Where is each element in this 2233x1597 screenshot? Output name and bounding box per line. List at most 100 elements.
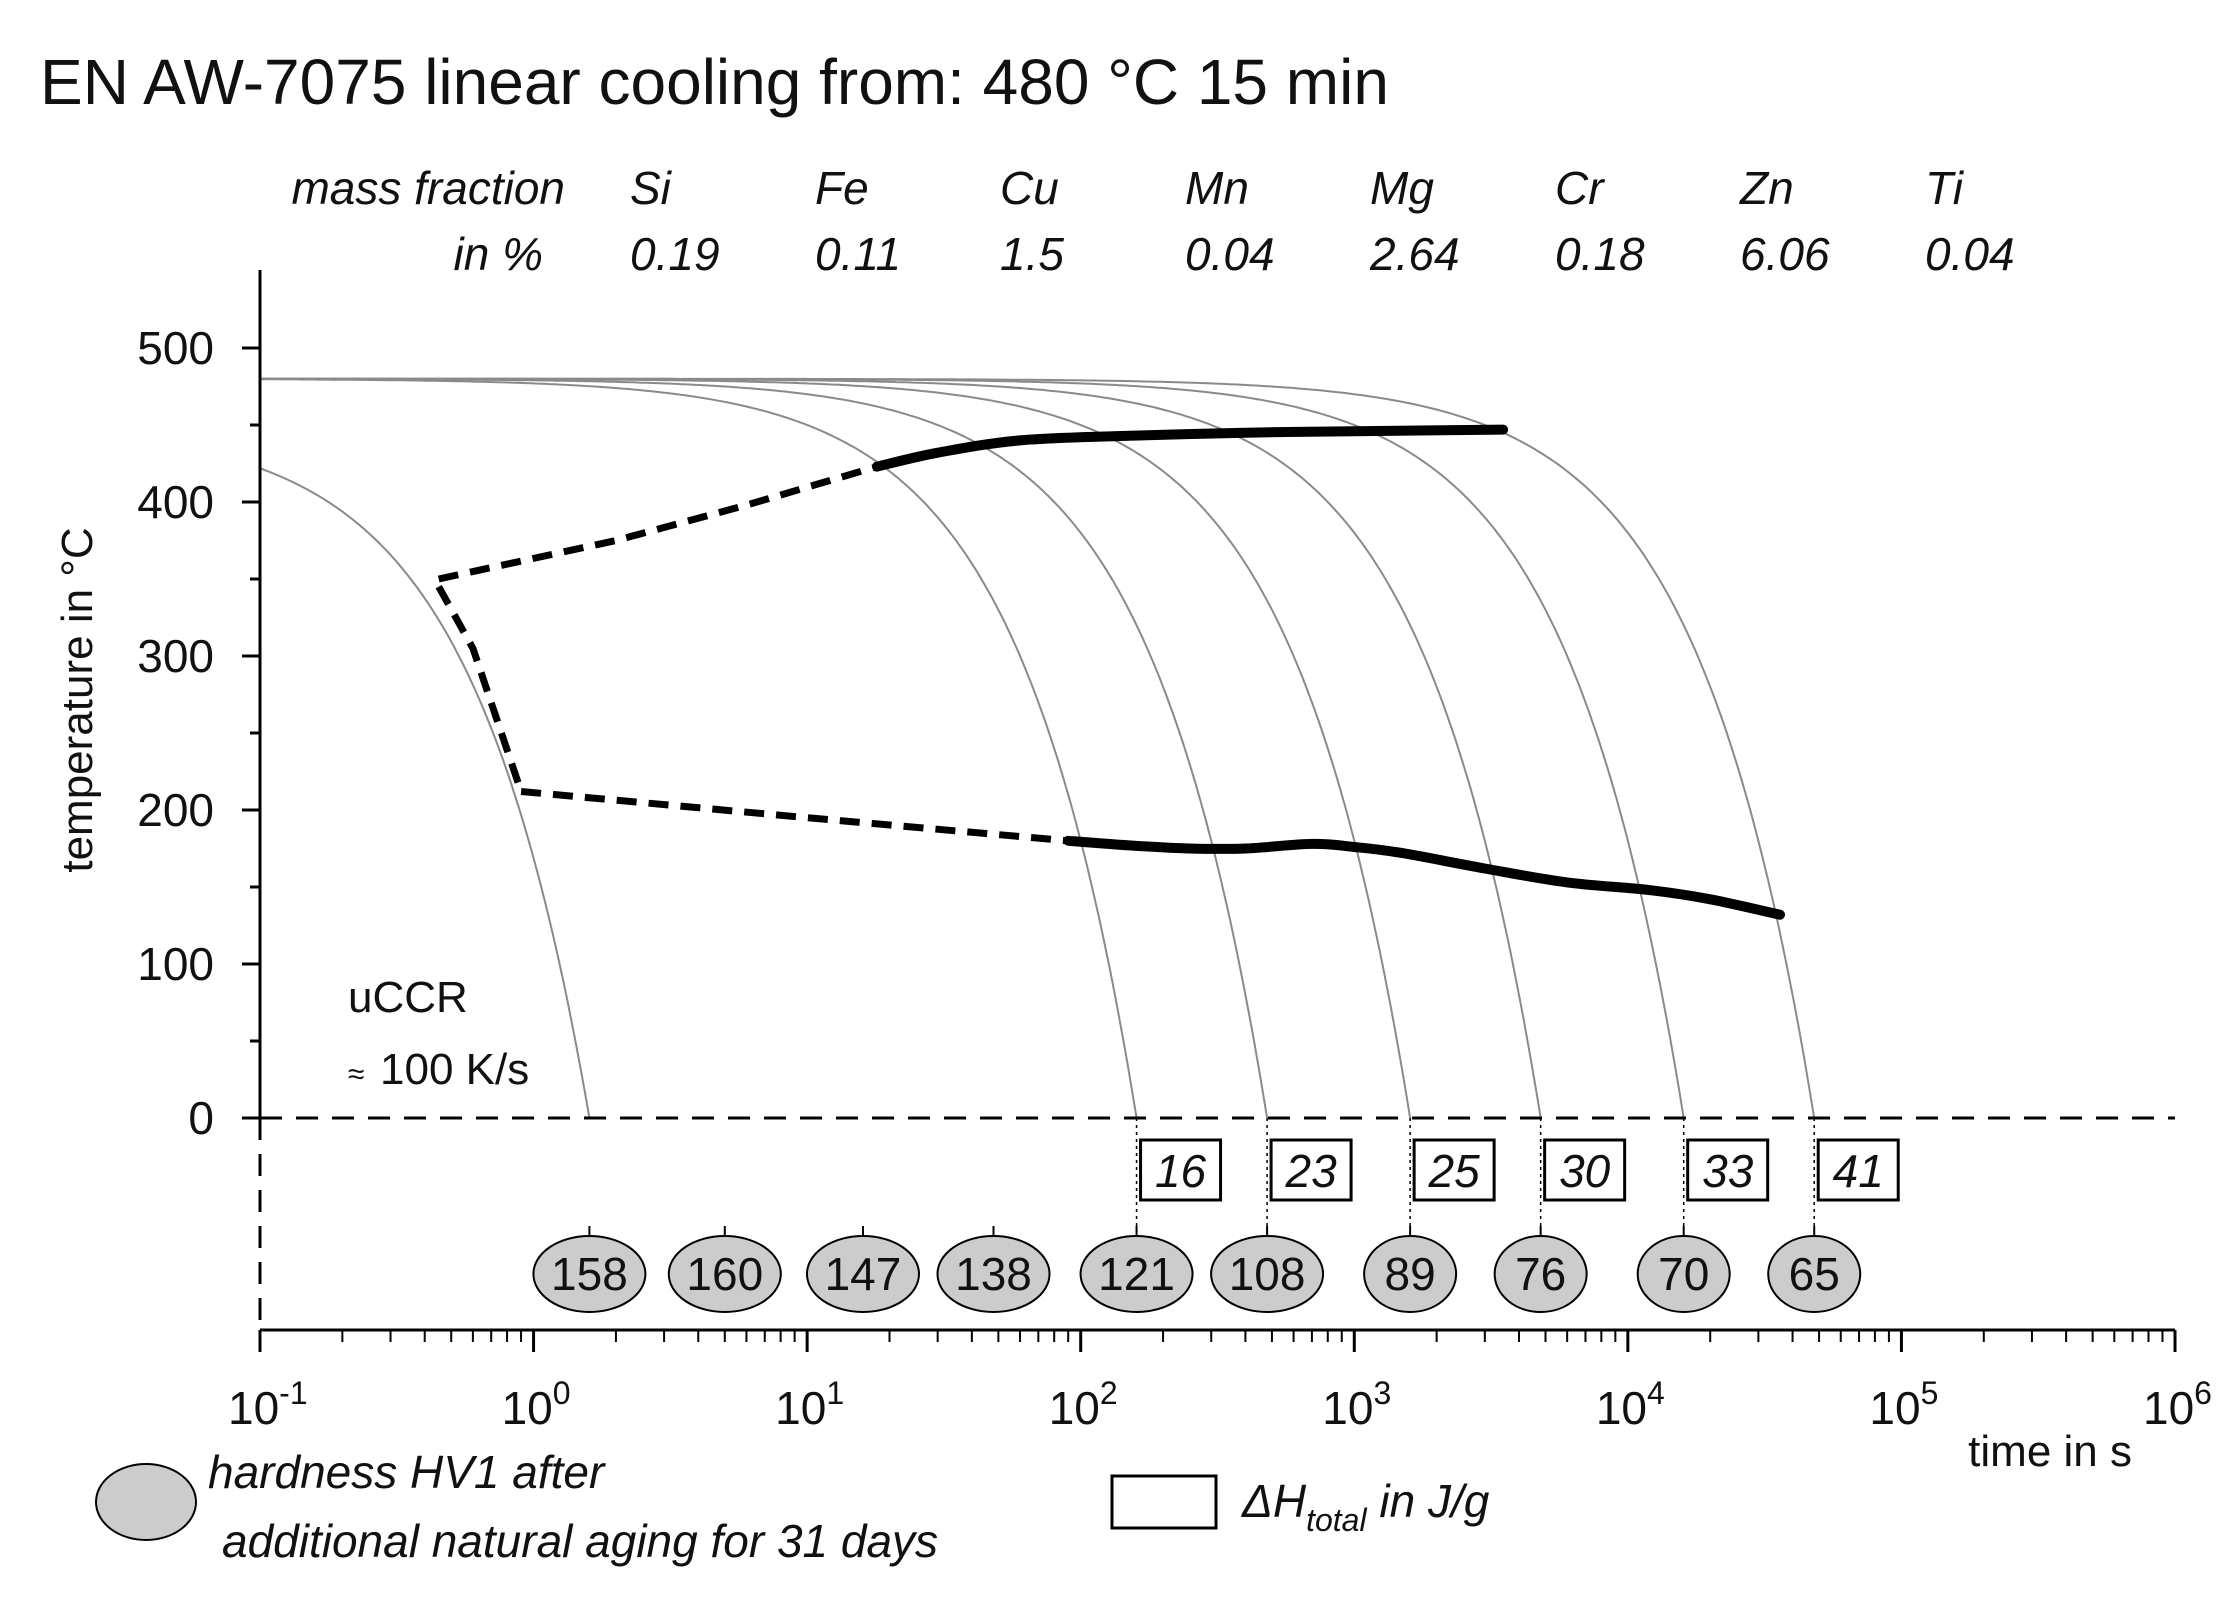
composition-element-Cr: Cr xyxy=(1555,162,1605,214)
hardness-ellipse-76 xyxy=(1493,1235,1588,1313)
composition-value-Mg: 2.64 xyxy=(1369,228,1460,280)
hardness-label-65: 65 xyxy=(1789,1248,1840,1300)
uccr-approx-symbol: ≈ xyxy=(348,1058,364,1091)
hardness-ellipse-65 xyxy=(1767,1235,1862,1313)
hardness-label-138: 138 xyxy=(955,1248,1032,1300)
x-tick-label--1: 10-1 xyxy=(228,1375,308,1434)
y-tick-label-500: 500 xyxy=(137,322,214,374)
delta-h-box-23 xyxy=(1269,1138,1353,1202)
x-tick-exp-3: 3 xyxy=(1373,1375,1391,1411)
legend-enthalpy-box xyxy=(1110,1474,1218,1530)
composition-label-2: in % xyxy=(454,228,543,280)
y-tick-label-300: 300 xyxy=(137,630,214,682)
legend-hardness-line1: hardness HV1 after xyxy=(208,1446,606,1498)
boundary-lower xyxy=(1063,835,1785,920)
composition-value-Mn: 0.04 xyxy=(1185,228,1275,280)
delta-h-label-41: 41 xyxy=(1833,1145,1884,1197)
cooling-curve-2 xyxy=(260,378,1138,1119)
chart-title: EN AW-7075 linear cooling from: 480 °C 1… xyxy=(40,46,1389,118)
x-ticks: 10-1 100 101 102 103 104 105 106 xyxy=(228,1330,2212,1434)
composition-value-Ti: 0.04 xyxy=(1925,228,2015,280)
composition-label-1: mass fraction xyxy=(291,162,565,214)
composition-value-Fe: 0.11 xyxy=(815,228,901,280)
x-tick-exp-1: 1 xyxy=(826,1375,844,1411)
x-tick-exp-2: 2 xyxy=(1100,1375,1118,1411)
hardness-ellipse-160 xyxy=(667,1235,782,1313)
uccr-label: uCCR xyxy=(348,973,468,1022)
hardness-ellipse-108 xyxy=(1210,1235,1325,1313)
x-tick-label-0: 100 xyxy=(502,1375,571,1434)
legend-enthalpy-label: ΔHtotal in J/g xyxy=(1241,1475,1490,1538)
y-tick-label-200: 200 xyxy=(137,784,214,836)
legend-hardness-ellipse xyxy=(95,1463,197,1541)
x-tick-label-3: 103 xyxy=(1322,1375,1391,1434)
cooling-curve-6 xyxy=(260,377,1685,1119)
boundary-upper xyxy=(872,424,1509,472)
x-tick-base-4: 10 xyxy=(1596,1382,1647,1434)
delta-h-box-33 xyxy=(1686,1138,1770,1202)
delta-h-box-16 xyxy=(1139,1138,1223,1202)
y-tick-label-100: 100 xyxy=(137,938,214,990)
composition-table: mass fraction in % Si 0.19 Fe 0.11 Cu 1.5 Mn 0.… xyxy=(291,162,2014,280)
x-tick-exp-5: 5 xyxy=(1921,1375,1939,1411)
composition-element-Ti: Ti xyxy=(1925,162,1965,214)
cooling-curve-1 xyxy=(259,467,591,1119)
composition-value-Si: 0.19 xyxy=(630,228,720,280)
composition-value-Cr: 0.18 xyxy=(1555,228,1645,280)
x-tick-label-1: 101 xyxy=(775,1375,844,1434)
x-tick-exp-4: 4 xyxy=(1647,1375,1665,1411)
uccr-value: 100 K/s xyxy=(380,1045,529,1094)
delta-h-label-25: 25 xyxy=(1428,1145,1481,1197)
legend-enthalpy-subscript: total xyxy=(1306,1502,1367,1538)
hardness-label-76: 76 xyxy=(1515,1248,1566,1300)
composition-element-Zn: Zn xyxy=(1739,162,1794,214)
composition-value-Zn: 6.06 xyxy=(1740,228,1830,280)
x-tick-label-5: 105 xyxy=(1869,1375,1938,1434)
hardness-label-108: 108 xyxy=(1229,1248,1306,1300)
x-tick-base-2: 10 xyxy=(1049,1382,1100,1434)
composition-element-Mn: Mn xyxy=(1185,162,1249,214)
hardness-ellipse-147 xyxy=(805,1235,920,1313)
x-axis-label: time in s xyxy=(1968,1427,2132,1476)
y-ticks: 0 100 200 300 400 500 xyxy=(137,322,260,1144)
x-tick-exp-6: 6 xyxy=(2194,1375,2212,1411)
boundary-lower-dashed xyxy=(520,788,1069,845)
delta-h-label-16: 16 xyxy=(1155,1145,1207,1197)
cooling-curves xyxy=(259,377,1816,1119)
hardness-ellipse-158 xyxy=(532,1235,647,1313)
hardness-ellipse-70 xyxy=(1636,1235,1731,1313)
hardness-label-160: 160 xyxy=(686,1248,763,1300)
composition-element-Si: Si xyxy=(630,162,673,214)
cooling-curve-7 xyxy=(260,377,1816,1119)
delta-h-box-41 xyxy=(1816,1138,1900,1202)
x-tick-base-1: 10 xyxy=(775,1382,826,1434)
x-tick-label-6: 106 xyxy=(2143,1375,2212,1434)
delta-h-label-23: 23 xyxy=(1284,1145,1337,1197)
legend-hardness-line2: additional natural aging for 31 days xyxy=(222,1515,938,1567)
boundary-upper-dashed xyxy=(437,463,878,583)
legend-enthalpy-delta: ΔH xyxy=(1241,1475,1307,1527)
delta-h-box-25 xyxy=(1412,1138,1496,1202)
x-tick-exp--1: -1 xyxy=(279,1375,307,1411)
hardness-label-89: 89 xyxy=(1385,1248,1436,1300)
composition-value-Cu: 1.5 xyxy=(1000,228,1064,280)
hardness-label-70: 70 xyxy=(1658,1248,1709,1300)
x-tick-base-3: 10 xyxy=(1322,1382,1373,1434)
measurement-markers: 16 23 25 30 33 41 158 160 147 138 121 108 89 76 70 65 xyxy=(532,1118,1900,1313)
delta-h-label-33: 33 xyxy=(1702,1145,1754,1197)
x-tick-base-6: 10 xyxy=(2143,1382,2194,1434)
x-tick-base-0: 10 xyxy=(502,1382,553,1434)
hardness-label-121: 121 xyxy=(1098,1248,1175,1300)
hardness-ellipse-89 xyxy=(1363,1235,1458,1313)
composition-element-Fe: Fe xyxy=(815,162,869,214)
precipitation-boundaries xyxy=(435,424,1785,920)
x-tick-base--1: 10 xyxy=(228,1382,279,1434)
legend: hardness HV1 after additional natural ag… xyxy=(95,1446,1490,1567)
y-tick-label-400: 400 xyxy=(137,476,214,528)
x-tick-base-5: 10 xyxy=(1869,1382,1920,1434)
composition-element-Mg: Mg xyxy=(1370,162,1434,214)
y-tick-label-0: 0 xyxy=(188,1092,214,1144)
hardness-label-147: 147 xyxy=(825,1248,902,1300)
x-tick-label-2: 102 xyxy=(1049,1375,1118,1434)
